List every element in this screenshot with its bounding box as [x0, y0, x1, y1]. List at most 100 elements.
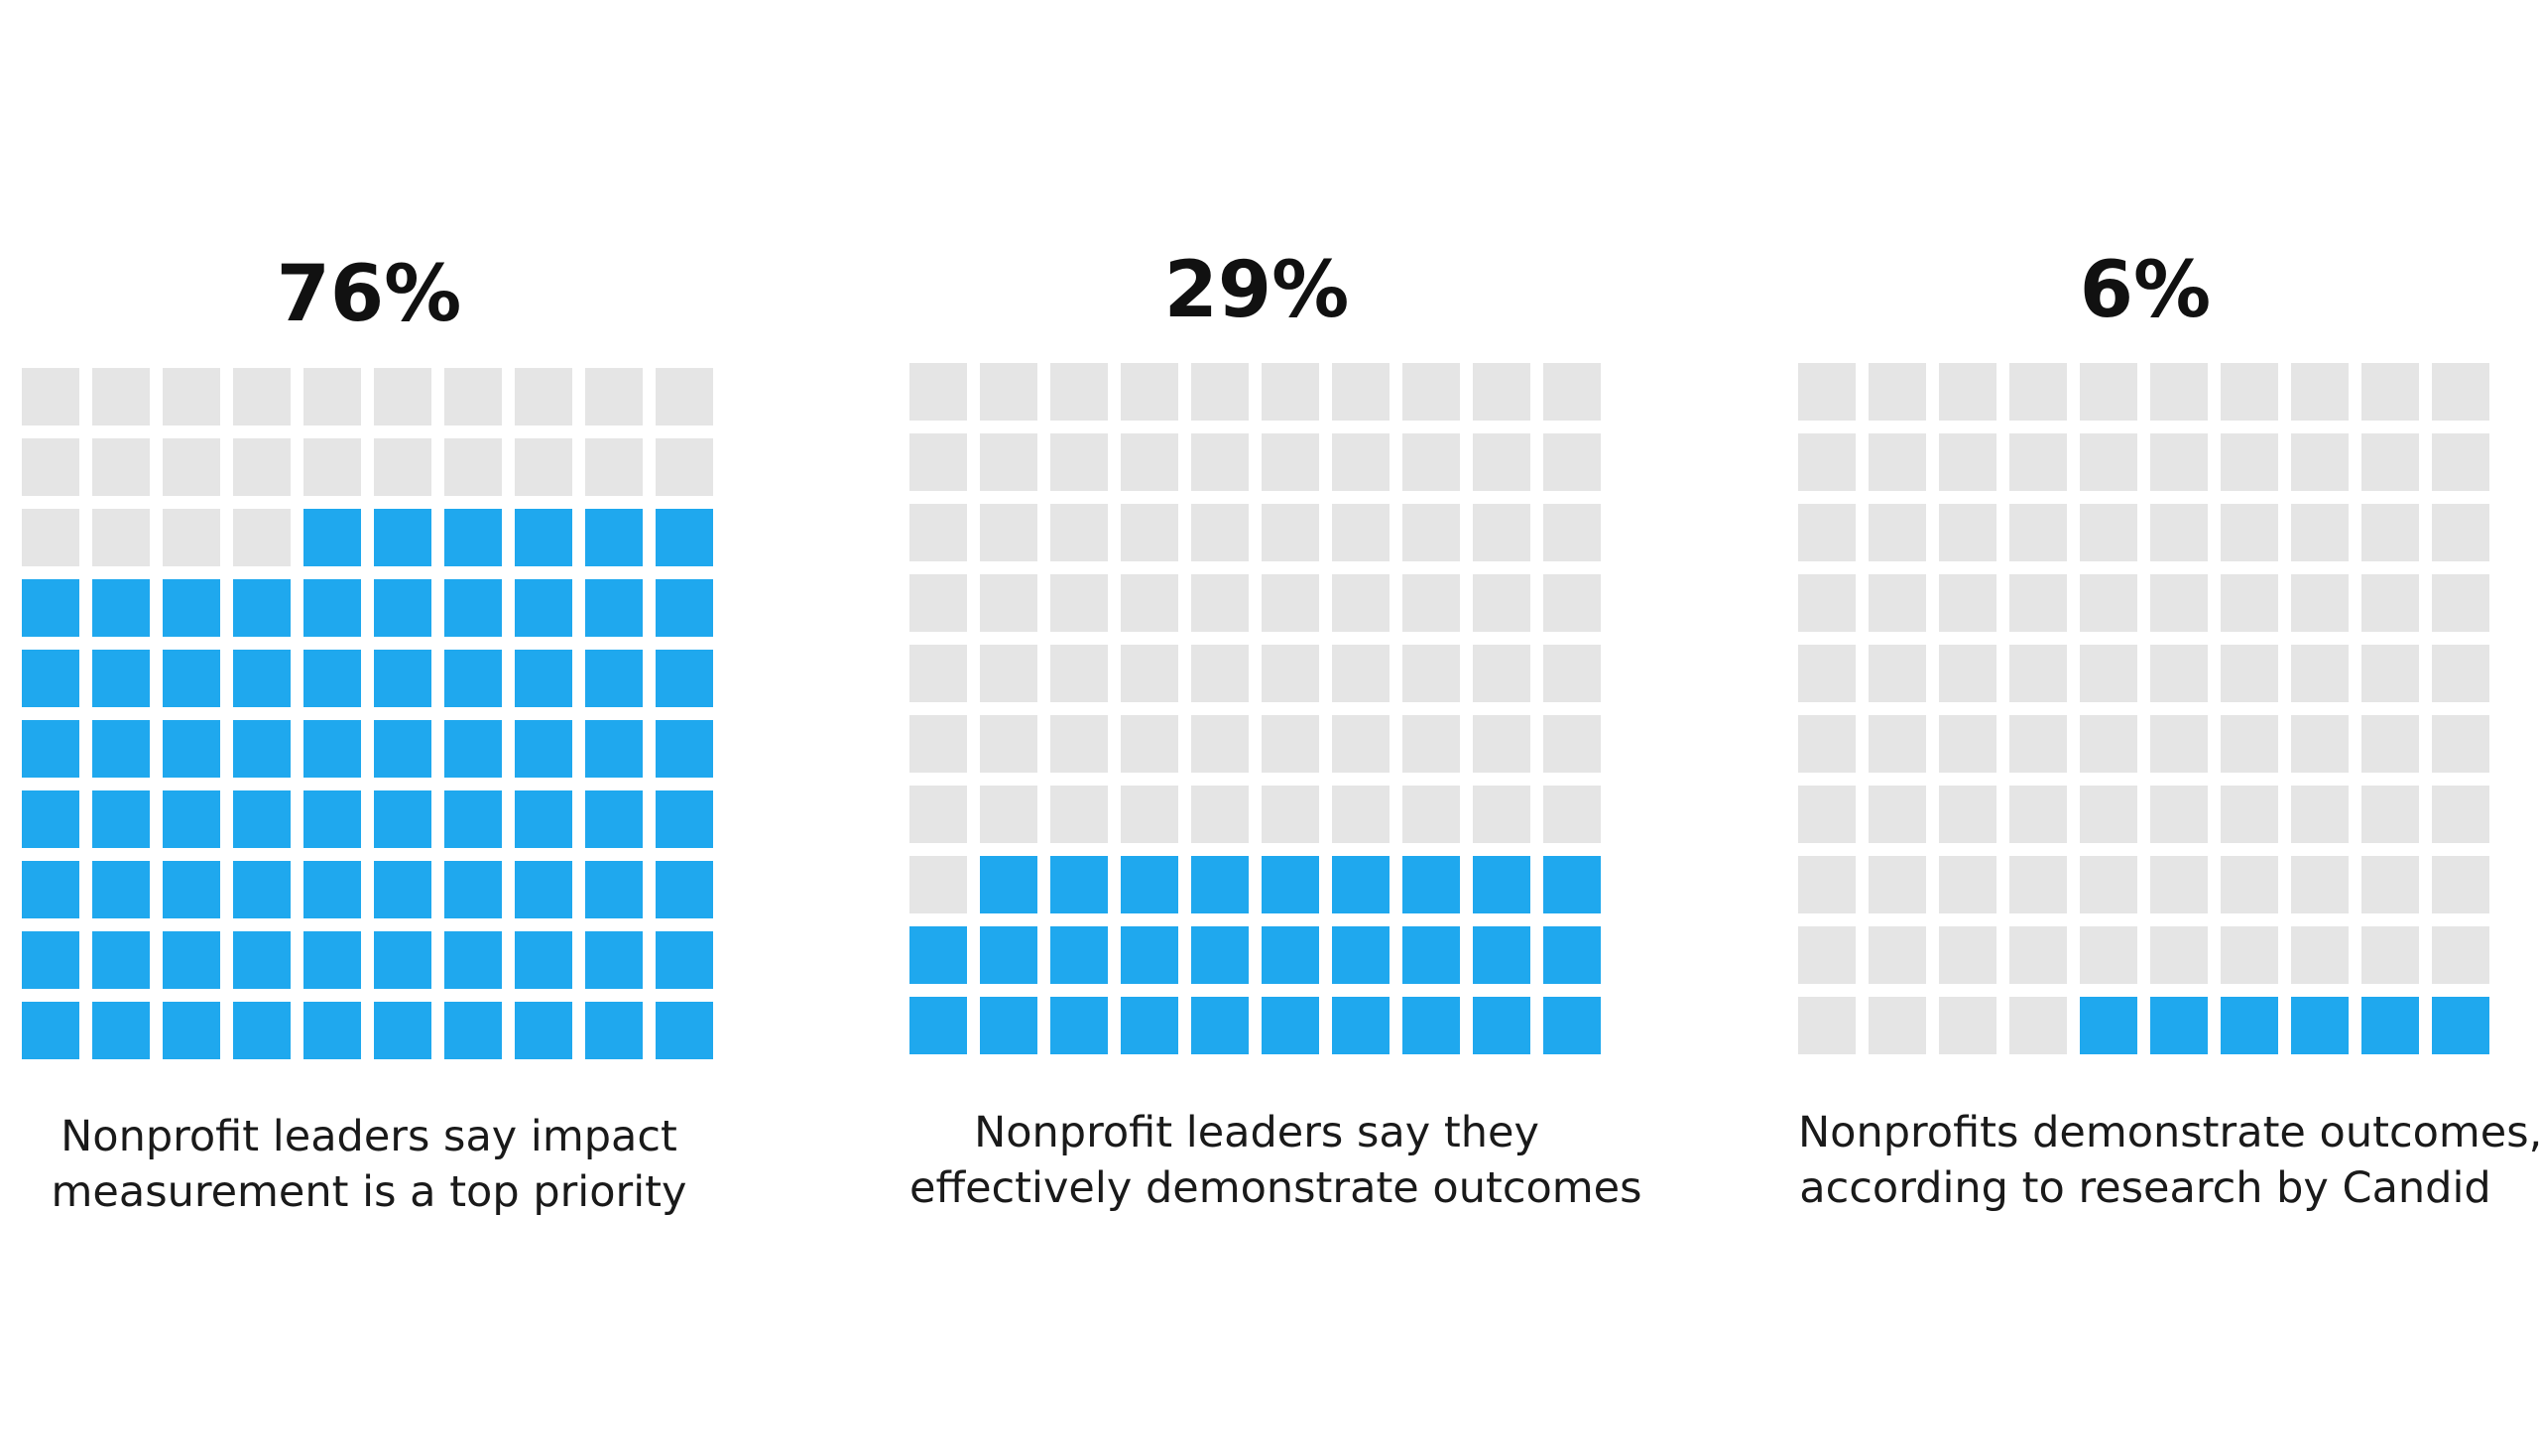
- waffle-cell-filled: [909, 997, 967, 1054]
- waffle-cell-empty: [2291, 856, 2349, 913]
- waffle-cell-filled: [444, 650, 502, 707]
- waffle-cell-empty: [1543, 433, 1601, 491]
- waffle-cell-empty: [1121, 645, 1178, 702]
- waffle-cell-empty: [515, 438, 572, 496]
- waffle-cell-empty: [2432, 786, 2489, 843]
- waffle-cell-empty: [2221, 504, 2278, 561]
- waffle-cell-empty: [1869, 997, 1926, 1054]
- waffle-cell-empty: [1050, 433, 1108, 491]
- waffle-cell-filled: [163, 650, 220, 707]
- waffle-cell-filled: [163, 931, 220, 989]
- waffle-cell-empty: [1473, 645, 1530, 702]
- panel-1-caption-line-1: Nonprofit leaders say impact: [60, 1112, 677, 1161]
- waffle-cell-filled: [1543, 926, 1601, 984]
- waffle-cell-empty: [1798, 997, 1856, 1054]
- waffle-cell-empty: [585, 438, 643, 496]
- waffle-cell-empty: [1543, 715, 1601, 773]
- waffle-cell-empty: [2009, 504, 2067, 561]
- waffle-cell-empty: [2009, 645, 2067, 702]
- waffle-cell-filled: [374, 790, 431, 848]
- waffle-cell-filled: [1050, 997, 1108, 1054]
- waffle-cell-empty: [2221, 926, 2278, 984]
- waffle-cell-empty: [1191, 645, 1249, 702]
- waffle-cell-empty: [909, 574, 967, 632]
- waffle-cell-empty: [1402, 504, 1460, 561]
- waffle-cell-empty: [1869, 856, 1926, 913]
- waffle-cell-empty: [1473, 786, 1530, 843]
- waffle-cell-filled: [515, 861, 572, 918]
- waffle-cell-empty: [1332, 363, 1390, 421]
- waffle-cell-empty: [2361, 786, 2419, 843]
- waffle-cell-empty: [1332, 786, 1390, 843]
- waffle-cell-filled: [233, 1002, 291, 1059]
- waffle-cell-empty: [1543, 786, 1601, 843]
- waffle-cell-filled: [92, 579, 150, 637]
- waffle-cell-filled: [374, 1002, 431, 1059]
- waffle-cell-filled: [233, 579, 291, 637]
- waffle-cell-empty: [980, 363, 1037, 421]
- waffle-cell-empty: [909, 645, 967, 702]
- waffle-cell-empty: [1798, 926, 1856, 984]
- waffle-cell-filled: [92, 720, 150, 778]
- waffle-panel-3: 6% Nonprofits demonstrate outcomes, acco…: [1798, 0, 2539, 1456]
- waffle-cell-empty: [2080, 504, 2137, 561]
- waffle-cell-empty: [1798, 786, 1856, 843]
- waffle-cell-empty: [2150, 926, 2208, 984]
- waffle-svg-2: [909, 363, 1601, 1054]
- waffle-cell-filled: [374, 509, 431, 566]
- waffle-grid-2: [909, 363, 1604, 1057]
- waffle-cell-empty: [980, 786, 1037, 843]
- waffle-cell-empty: [1939, 786, 1996, 843]
- waffle-cell-filled: [1543, 997, 1601, 1054]
- waffle-cell-filled: [374, 579, 431, 637]
- waffle-cell-empty: [1939, 926, 1996, 984]
- waffle-cell-filled: [233, 720, 291, 778]
- waffle-cell-empty: [2432, 574, 2489, 632]
- waffle-cell-empty: [2221, 574, 2278, 632]
- waffle-cell-filled: [515, 509, 572, 566]
- waffle-cell-empty: [2080, 786, 2137, 843]
- waffle-cell-empty: [1050, 574, 1108, 632]
- waffle-cell-empty: [2080, 574, 2137, 632]
- waffle-cell-empty: [1543, 504, 1601, 561]
- waffle-cell-empty: [1473, 433, 1530, 491]
- waffle-cell-empty: [163, 438, 220, 496]
- waffle-cell-filled: [515, 1002, 572, 1059]
- waffle-cell-empty: [1262, 433, 1319, 491]
- waffle-cell-empty: [980, 574, 1037, 632]
- panel-1-value: 76%: [276, 250, 462, 339]
- waffle-cell-empty: [2009, 363, 2067, 421]
- waffle-cell-filled: [444, 861, 502, 918]
- waffle-cell-empty: [1798, 856, 1856, 913]
- waffle-cell-filled: [163, 720, 220, 778]
- waffle-cell-empty: [2080, 715, 2137, 773]
- waffle-cell-empty: [2221, 786, 2278, 843]
- waffle-cell-empty: [2361, 856, 2419, 913]
- waffle-svg-1: [22, 368, 713, 1059]
- waffle-cell-empty: [2361, 715, 2419, 773]
- waffle-cell-empty: [1332, 433, 1390, 491]
- waffle-cell-filled: [92, 861, 150, 918]
- waffle-cell-filled: [585, 720, 643, 778]
- waffle-cell-filled: [1191, 926, 1249, 984]
- waffle-cell-filled: [1473, 926, 1530, 984]
- waffle-cell-filled: [1262, 926, 1319, 984]
- waffle-cell-empty: [163, 368, 220, 425]
- waffle-cell-filled: [585, 861, 643, 918]
- waffle-cell-filled: [1121, 926, 1178, 984]
- waffle-cell-empty: [374, 368, 431, 425]
- waffle-cell-empty: [233, 509, 291, 566]
- waffle-cell-empty: [2221, 856, 2278, 913]
- waffle-cell-empty: [1939, 645, 1996, 702]
- waffle-cell-filled: [1121, 856, 1178, 913]
- waffle-cell-empty: [374, 438, 431, 496]
- waffle-cell-filled: [233, 650, 291, 707]
- waffle-cell-empty: [1121, 715, 1178, 773]
- waffle-cell-filled: [1121, 997, 1178, 1054]
- waffle-cell-empty: [2432, 856, 2489, 913]
- waffle-cell-filled: [585, 931, 643, 989]
- waffle-cell-filled: [444, 720, 502, 778]
- waffle-cell-filled: [1543, 856, 1601, 913]
- waffle-cell-empty: [2361, 363, 2419, 421]
- waffle-cell-filled: [163, 579, 220, 637]
